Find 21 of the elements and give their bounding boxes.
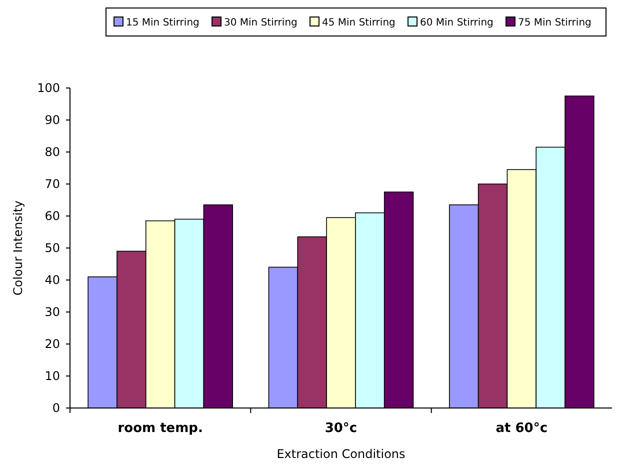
y-tick-label: 0 bbox=[52, 401, 60, 416]
y-tick-label: 60 bbox=[44, 209, 60, 224]
legend-label: 15 Min Stirring bbox=[126, 18, 200, 28]
y-tick-label: 80 bbox=[44, 145, 60, 160]
y-tick-label: 20 bbox=[44, 337, 60, 352]
y-tick-label: 70 bbox=[44, 177, 60, 192]
y-tick-label: 40 bbox=[44, 273, 60, 288]
x-tick-label: at 60°c bbox=[496, 421, 548, 436]
legend-label: 75 Min Stirring bbox=[518, 18, 592, 28]
x-axis-title: Extraction Conditions bbox=[276, 447, 406, 461]
x-tick-label: room temp. bbox=[118, 421, 203, 436]
y-tick-label: 90 bbox=[44, 113, 60, 128]
y-tick-label: 100 bbox=[37, 81, 60, 96]
y-tick-label: 30 bbox=[44, 305, 60, 320]
legend-label: 30 Min Stirring bbox=[224, 18, 298, 28]
y-tick-label: 10 bbox=[44, 369, 60, 384]
legend-label: 60 Min Stirring bbox=[420, 18, 494, 28]
y-axis-title: Colour Intensity bbox=[11, 200, 25, 296]
x-tick-label: 30°c bbox=[324, 421, 358, 436]
legend-label: 45 Min Stirring bbox=[322, 18, 396, 28]
y-tick-label: 50 bbox=[44, 241, 60, 256]
